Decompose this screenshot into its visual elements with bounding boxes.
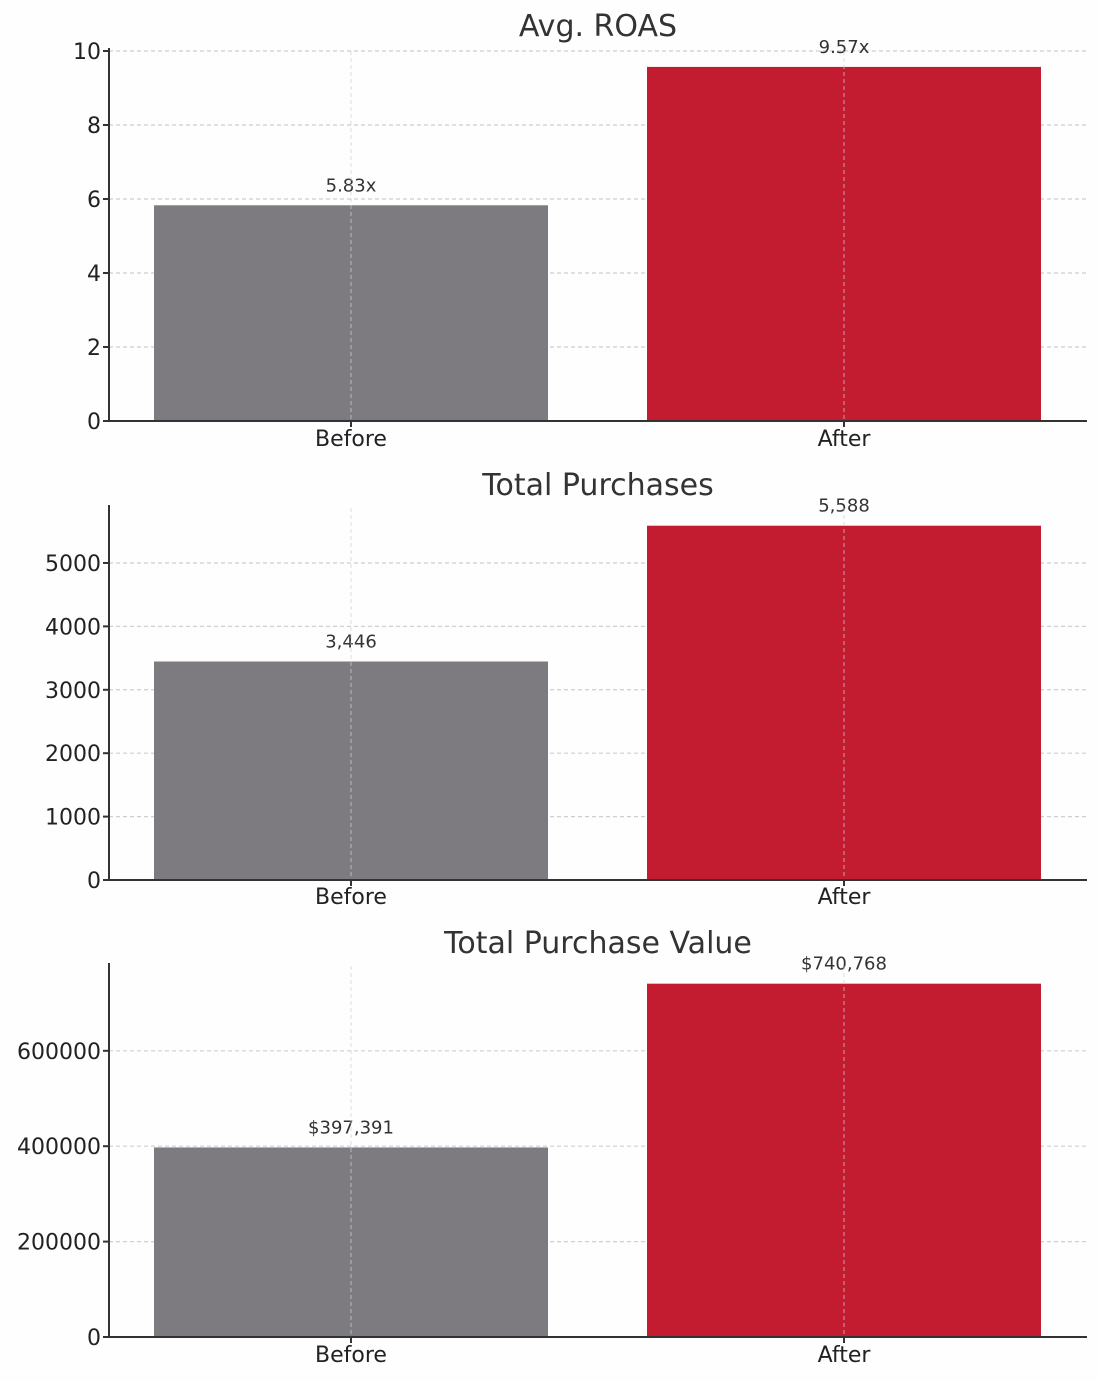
bar-after: [647, 525, 1041, 880]
y-tick-label: 2: [87, 336, 101, 361]
bar-value-label: $740,768: [801, 954, 887, 975]
y-tick-label: 4000: [45, 615, 101, 640]
y-tick-label: 200000: [17, 1231, 101, 1256]
chart-title: Total Purchases: [481, 468, 713, 503]
y-tick-label: 10: [73, 40, 101, 65]
y-tick-label: 8: [87, 114, 101, 139]
y-tick-label: 0: [87, 410, 101, 435]
x-tick-label: After: [818, 885, 872, 910]
chart-title: Avg. ROAS: [519, 9, 677, 44]
x-tick-label: Before: [315, 885, 387, 910]
y-tick-label: 5000: [45, 552, 101, 577]
y-tick-label: 0: [87, 869, 101, 894]
chart-title: Total Purchase Value: [443, 926, 752, 961]
x-tick-label: Before: [315, 1343, 387, 1368]
y-tick-label: 6: [87, 188, 101, 213]
y-tick-label: 600000: [17, 1040, 101, 1065]
bar-after: [647, 983, 1041, 1337]
y-tick-label: 2000: [45, 742, 101, 767]
chart-panel-3: 0200000400000600000$397,391$740,768Befor…: [17, 926, 1087, 1368]
x-tick-label: After: [818, 1343, 872, 1368]
y-tick-label: 4: [87, 262, 101, 287]
y-tick-label: 0: [87, 1326, 101, 1351]
bar-value-label: 5,588: [818, 496, 870, 517]
x-tick-label: After: [818, 427, 872, 452]
y-tick-label: 1000: [45, 806, 101, 831]
y-tick-label: 400000: [17, 1135, 101, 1160]
x-tick-label: Before: [315, 427, 387, 452]
bar-value-label: 9.57x: [819, 37, 870, 58]
y-tick-label: 3000: [45, 679, 101, 704]
